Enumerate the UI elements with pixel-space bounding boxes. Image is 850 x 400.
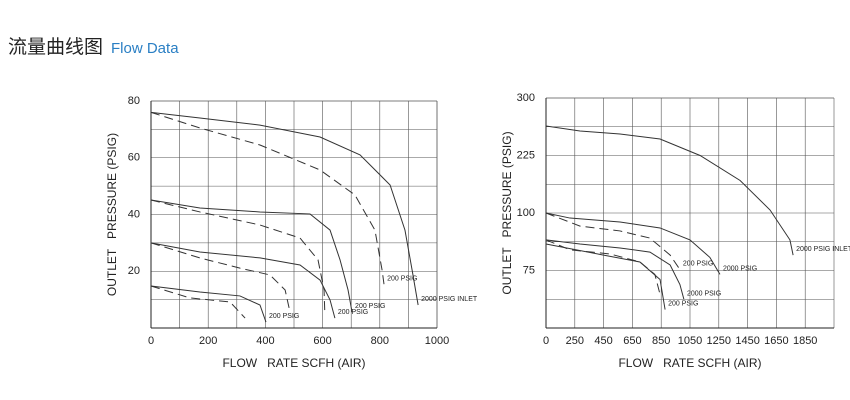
flow-curve xyxy=(150,111,385,285)
y-axis-title: OUTLET PRESSURE (PSIG) xyxy=(105,133,119,296)
x-tick-label: 0 xyxy=(543,335,549,347)
curve-label: 200 PSIG xyxy=(338,309,368,316)
x-tick-label: 0 xyxy=(148,335,154,347)
x-tick-label: 200 xyxy=(199,335,217,347)
x-tick-label: 1050 xyxy=(678,335,702,347)
x-axis-title: FLOW RATE SCFH (AIR) xyxy=(618,356,761,370)
flow-curve xyxy=(545,239,685,300)
x-tick-label: 650 xyxy=(623,335,641,347)
curve-label: 2000 PSIG xyxy=(723,265,757,272)
y-tick-label: 60 xyxy=(128,152,140,164)
flow-curve xyxy=(150,242,336,319)
x-tick-label: 1650 xyxy=(764,335,788,347)
flow-curve xyxy=(150,242,291,313)
flow-curve xyxy=(150,199,353,313)
x-tick-label: 250 xyxy=(566,335,584,347)
y-tick-label: 225 xyxy=(517,149,535,161)
x-tick-label: 1850 xyxy=(793,335,817,347)
flow-curve xyxy=(545,125,794,256)
curve-label: 200 PSIG xyxy=(683,260,713,267)
flow-curve xyxy=(150,285,267,323)
x-tick-label: 1000 xyxy=(425,335,449,347)
title-en: Flow Data xyxy=(111,40,179,57)
curve-label: 2000 PSIG INLET xyxy=(421,296,478,303)
x-tick-label: 800 xyxy=(371,335,389,347)
header: 流量曲线图 Flow Data xyxy=(8,32,179,59)
title-cn: 流量曲线图 xyxy=(8,37,104,58)
y-tick-label: 40 xyxy=(128,208,140,220)
curve-label: 200 PSIG xyxy=(668,300,698,307)
curve-label: 200 PSIG xyxy=(355,303,385,310)
x-tick-label: 1450 xyxy=(735,335,759,347)
y-tick-label: 300 xyxy=(517,92,535,104)
curve-label: 200 PSIG xyxy=(387,276,417,283)
flow-curve xyxy=(150,199,326,315)
y-tick-label: 80 xyxy=(128,95,140,107)
curve-label: 2000 PSIG xyxy=(687,290,721,297)
flow-curve xyxy=(545,212,681,270)
flow-curve xyxy=(545,243,666,310)
x-tick-label: 400 xyxy=(256,335,274,347)
flow-curve xyxy=(150,111,419,306)
y-axis-title: OUTLET PRESSURE (PSIG) xyxy=(500,131,514,294)
y-tick-label: 75 xyxy=(523,264,535,276)
y-tick-label: 100 xyxy=(517,207,535,219)
x-tick-label: 450 xyxy=(594,335,612,347)
flow-curve xyxy=(545,212,721,275)
x-tick-label: 1250 xyxy=(707,335,731,347)
flow-curve xyxy=(545,239,661,295)
y-tick-label: 20 xyxy=(128,265,140,277)
curve-label: 200 PSIG xyxy=(269,313,299,320)
x-axis-title: FLOW RATE SCFH (AIR) xyxy=(222,356,365,370)
x-tick-label: 850 xyxy=(652,335,670,347)
x-tick-label: 600 xyxy=(313,335,331,347)
flow-curve xyxy=(150,285,246,319)
curve-label: 2000 PSIG INLET xyxy=(796,246,850,253)
